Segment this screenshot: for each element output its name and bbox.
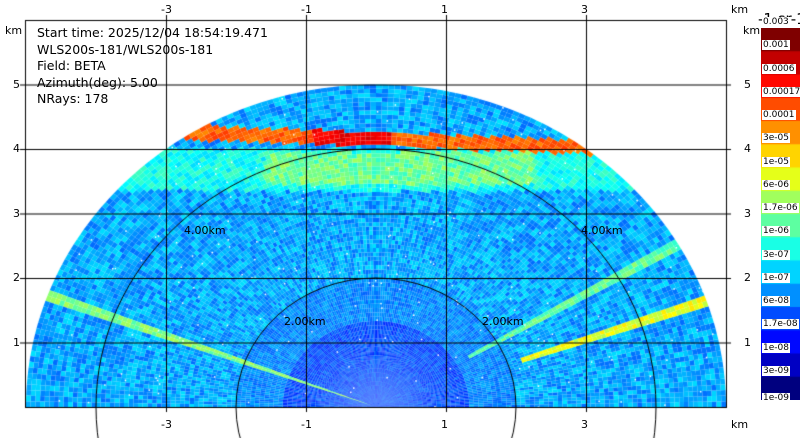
colorbar-tick-label: 1e-09: [762, 393, 790, 403]
range-ring-label: 2.00km: [284, 315, 326, 328]
y-tick-label-left: 2: [13, 271, 20, 284]
colorbar-tick-label: 1.7e-08: [762, 319, 799, 330]
scan-info: Start time: 2025/12/04 18:54:19.471 WLS2…: [37, 25, 268, 108]
colorbar-tick-label: 0.003: [762, 17, 790, 27]
y-tick-label-left: 1: [13, 335, 20, 349]
x-tick-label-bottom: -1: [301, 418, 312, 431]
x-axis-unit-bottom: km: [731, 418, 749, 431]
colorbar-tick-label: 3e-05: [762, 133, 790, 144]
x-tick-label-top: 1: [441, 3, 448, 16]
y-axis-unit-left: km: [5, 24, 23, 37]
y-tick-label-right: 4: [744, 142, 751, 155]
x-tick-label-bottom: 3: [581, 418, 588, 431]
y-axis-unit-right: km: [743, 24, 761, 37]
colorbar-tick-label: 0.0001: [762, 110, 796, 120]
colorbar-tick-label: 1e-07: [762, 272, 790, 283]
range-ring-label: 2.00km: [482, 315, 524, 328]
colorbar-tick-label: 6e-08: [762, 296, 790, 306]
y-tick-label-right: 5: [744, 77, 751, 91]
colorbar-tick-label: 3e-09: [762, 365, 790, 376]
colorbar-tick-label: 0.001: [762, 40, 790, 51]
colorbar-tick-label: 1e-06: [762, 226, 790, 237]
y-tick-label-left: 4: [13, 142, 20, 155]
x-tick-label-top: -1: [301, 3, 312, 16]
colorbar-tick-label: 6e-06: [762, 179, 790, 190]
colorbar-tick-label: 0.0006: [762, 63, 796, 74]
instrument-name: WLS200s-181/WLS200s-181: [37, 41, 214, 57]
y-tick-label-right: 1: [744, 335, 751, 349]
colorbar-tick-label: 1e-08: [762, 342, 790, 353]
x-tick-label-top: 3: [581, 3, 588, 16]
y-tick-label-left: 3: [13, 206, 20, 220]
y-tick-label-right: 2: [744, 271, 751, 284]
start-time: Start time: 2025/12/04 18:54:19.471: [37, 25, 268, 40]
colorbar-tick-label: 3e-07: [762, 249, 790, 260]
x-axis-unit-top: km: [731, 3, 749, 16]
colorbar-tick-label: 1e-05: [762, 156, 790, 167]
y-tick-label-right: 3: [744, 206, 751, 220]
range-ring-label: 4.00km: [184, 224, 226, 237]
colorbar-tick-label: 0.00017: [762, 86, 800, 97]
nrays: NRays: 178: [37, 91, 109, 106]
colorbar-tick-label: 1.7e-06: [762, 203, 799, 213]
x-tick-label-top: -3: [161, 3, 172, 16]
field-name: Field: BETA: [37, 58, 106, 73]
x-tick-label-bottom: -3: [161, 418, 172, 431]
x-tick-label-bottom: 1: [441, 418, 448, 431]
y-tick-label-left: 5: [13, 77, 20, 91]
range-ring-label: 4.00km: [581, 224, 623, 237]
azimuth: Azimuth(deg): 5.00: [37, 74, 158, 90]
